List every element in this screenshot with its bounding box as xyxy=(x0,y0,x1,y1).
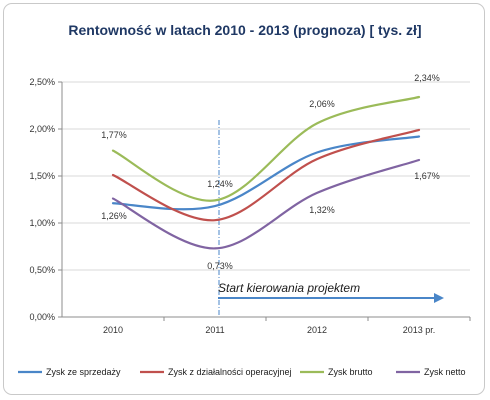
annotation-arrowhead xyxy=(434,293,444,303)
x-tick-label: 2010 xyxy=(103,325,123,335)
series-line xyxy=(111,95,421,202)
chart-frame xyxy=(3,3,485,395)
legend-label: Zysk z działalności operacyjnej xyxy=(168,367,292,377)
data-label: 1,32% xyxy=(309,205,335,215)
y-tick-label: 2,50% xyxy=(29,77,55,87)
data-label: 1,24% xyxy=(207,179,233,189)
series-lines xyxy=(111,95,421,250)
data-label: 2,34% xyxy=(414,73,440,83)
data-label: 1,77% xyxy=(101,130,127,140)
legend: Zysk ze sprzedaży Zysk z działalności ope… xyxy=(18,367,466,377)
x-tick-label: 2012 xyxy=(307,325,327,335)
y-tick-label: 0,50% xyxy=(29,265,55,275)
x-tick-labels: 2010 2011 2012 2013 pr. xyxy=(103,325,435,335)
y-tick-label: 1,00% xyxy=(29,218,55,228)
legend-label: Zysk netto xyxy=(424,367,466,377)
y-tick-labels: 0,00% 0,50% 1,00% 1,50% 2,00% 2,50% xyxy=(29,77,55,322)
x-tick-label: 2013 pr. xyxy=(403,325,436,335)
series-line xyxy=(111,158,421,250)
gridlines xyxy=(58,81,471,321)
y-tick-label: 0,00% xyxy=(29,312,55,322)
series-line xyxy=(111,128,421,222)
data-label: 1,67% xyxy=(414,171,440,181)
y-tick-label: 2,00% xyxy=(29,124,55,134)
data-label: 2,06% xyxy=(309,99,335,109)
chart-title: Rentowność w latach 2010 - 2013 (prognoz… xyxy=(68,22,421,38)
data-label: 0,73% xyxy=(207,261,233,271)
x-tick-label: 2011 xyxy=(205,325,224,335)
legend-label: Zysk ze sprzedaży xyxy=(46,367,121,377)
annotation-label: Start kierowania projektem xyxy=(218,281,360,295)
data-label: 1,26% xyxy=(101,211,127,221)
legend-label: Zysk brutto xyxy=(328,367,373,377)
y-tick-label: 1,50% xyxy=(29,171,55,181)
